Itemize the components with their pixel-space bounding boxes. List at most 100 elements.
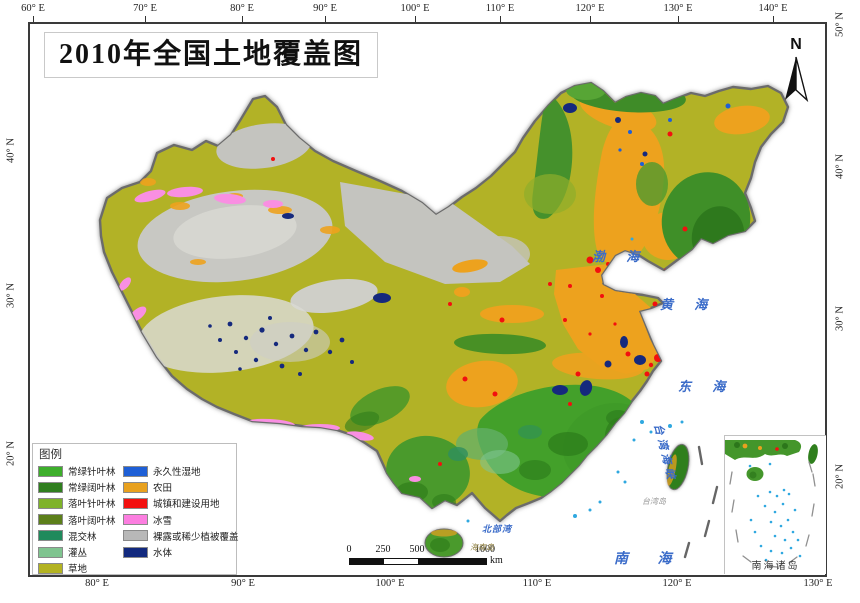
scale-segment (350, 559, 384, 564)
legend-label: 裸露或稀少植被覆盖 (153, 532, 239, 543)
island-label-hainan: 海南岛 (470, 543, 494, 552)
legend-swatch (38, 562, 63, 574)
legend-item: 混交林 (38, 528, 116, 544)
scale-tick: 250 (375, 544, 391, 555)
tick-label: 20° N (834, 464, 846, 489)
legend-item: 裸露或稀少植被覆盖 (123, 528, 239, 544)
tick-label: 130° E (656, 3, 700, 24)
inset-map-graphic (725, 440, 818, 568)
tick-label: 60° E (11, 3, 55, 24)
hainan-island-shape (424, 528, 464, 558)
legend-label: 城镇和建设用地 (153, 500, 220, 511)
legend-swatch (38, 465, 63, 477)
map-frame: 2010年全国土地覆盖图 N 图例 常绿针叶林 常绿阔叶林 落叶针叶林 落叶阔叶… (28, 22, 827, 577)
tick-label: 90° E (221, 569, 265, 589)
tick-label: 40° N (834, 154, 846, 179)
legend: 图例 常绿针叶林 常绿阔叶林 落叶针叶林 落叶阔叶林 混交林 灌丛 草地 永久性… (32, 443, 239, 576)
legend-label: 永久性湿地 (153, 468, 201, 479)
legend-swatch (38, 530, 63, 542)
legend-item: 草地 (38, 560, 116, 576)
legend-label: 常绿阔叶林 (68, 484, 116, 495)
legend-swatch (123, 514, 148, 526)
urban-markers (271, 131, 688, 495)
legend-label: 落叶阔叶林 (68, 516, 116, 527)
legend-swatch (38, 481, 63, 493)
tick-label: 100° E (368, 569, 412, 589)
legend-swatch (123, 481, 148, 493)
legend-label: 常绿针叶林 (68, 468, 116, 479)
legend-item: 灌丛 (38, 544, 116, 560)
legend-swatch (123, 465, 148, 477)
legend-item: 农田 (123, 479, 239, 495)
inset-map-south-china-sea: 南海诸岛 (724, 435, 826, 574)
tick-label: 110° E (515, 569, 559, 589)
legend-item: 常绿阔叶林 (38, 479, 116, 495)
lake-markers (208, 103, 648, 396)
tick-label: 120° E (568, 3, 612, 24)
tick-label: 80° E (75, 569, 119, 589)
scale-tick: 500 (409, 544, 425, 555)
legend-label: 落叶针叶林 (68, 500, 116, 511)
scale-tick: 1000 (475, 544, 495, 555)
sea-label-huanghai: 黄 海 (660, 297, 717, 312)
legend-item: 落叶针叶林 (38, 495, 116, 511)
island-label-taiwan: 台湾岛 (642, 497, 666, 506)
scale-segment (418, 559, 486, 564)
tick-label: 120° E (655, 569, 699, 589)
legend-label: 冰雪 (153, 516, 173, 527)
scale-tick: 0 (346, 544, 352, 555)
sea-label-beibu-gulf: 北部湾 (482, 524, 513, 534)
north-arrow: N (778, 36, 814, 109)
legend-title: 图例 (39, 449, 62, 461)
sea-label-bohai: 渤 海 (592, 249, 649, 264)
tick-label: 80° E (220, 3, 264, 24)
china-land-cover-raster (98, 81, 790, 559)
inset-label: 南海诸岛 (751, 561, 800, 572)
legend-item: 落叶阔叶林 (38, 512, 116, 528)
tick-label: 40° N (5, 138, 17, 163)
tick-label: 30° N (834, 306, 846, 331)
legend-swatch (123, 546, 148, 558)
scale-bar: 0 250 500 1000 km (347, 544, 525, 570)
tick-label: 110° E (478, 3, 522, 24)
legend-label: 水体 (153, 549, 173, 560)
map-title: 2010年全国土地覆盖图 (44, 32, 379, 78)
legend-swatch (123, 497, 148, 509)
coastal-island-dots (466, 237, 684, 523)
taiwan-island-shape (666, 443, 690, 491)
scale-bar-graphic (349, 558, 487, 565)
inset-dash-line (729, 461, 816, 568)
legend-column-left: 常绿针叶林 常绿阔叶林 落叶针叶林 落叶阔叶林 混交林 灌丛 草地 (38, 463, 116, 576)
legend-swatch (38, 497, 63, 509)
sea-label-nanhai: 南 海 (614, 552, 685, 567)
legend-label: 农田 (153, 484, 173, 495)
legend-label: 草地 (68, 565, 88, 576)
legend-item: 冰雪 (123, 512, 239, 528)
legend-swatch (38, 546, 63, 558)
inset-islands (748, 462, 802, 562)
scale-unit: km (490, 555, 503, 566)
legend-column-right: 永久性湿地 农田 城镇和建设用地 冰雪 裸露或稀少植被覆盖 水体 (123, 463, 239, 560)
sea-label-donghai: 东 海 (678, 379, 735, 394)
tick-label: 50° N (834, 12, 846, 37)
tick-label: 20° N (5, 441, 17, 466)
legend-item: 水体 (123, 544, 239, 560)
legend-label: 灌丛 (68, 549, 88, 560)
inset-coast (725, 440, 818, 481)
north-label: N (790, 36, 802, 53)
north-arrow-icon (785, 56, 809, 103)
legend-swatch (123, 530, 148, 542)
wetland-markers (618, 103, 731, 166)
tick-label: 130° E (796, 569, 840, 589)
boundary-dash-line (683, 445, 719, 559)
tick-label: 100° E (393, 3, 437, 24)
tick-label: 140° E (751, 3, 795, 24)
scale-segment (384, 559, 418, 564)
legend-item: 城镇和建设用地 (123, 495, 239, 511)
tick-label: 30° N (5, 283, 17, 308)
tick-label: 90° E (303, 3, 347, 24)
legend-label: 混交林 (68, 532, 97, 543)
legend-item: 永久性湿地 (123, 463, 239, 479)
legend-swatch (38, 514, 63, 526)
